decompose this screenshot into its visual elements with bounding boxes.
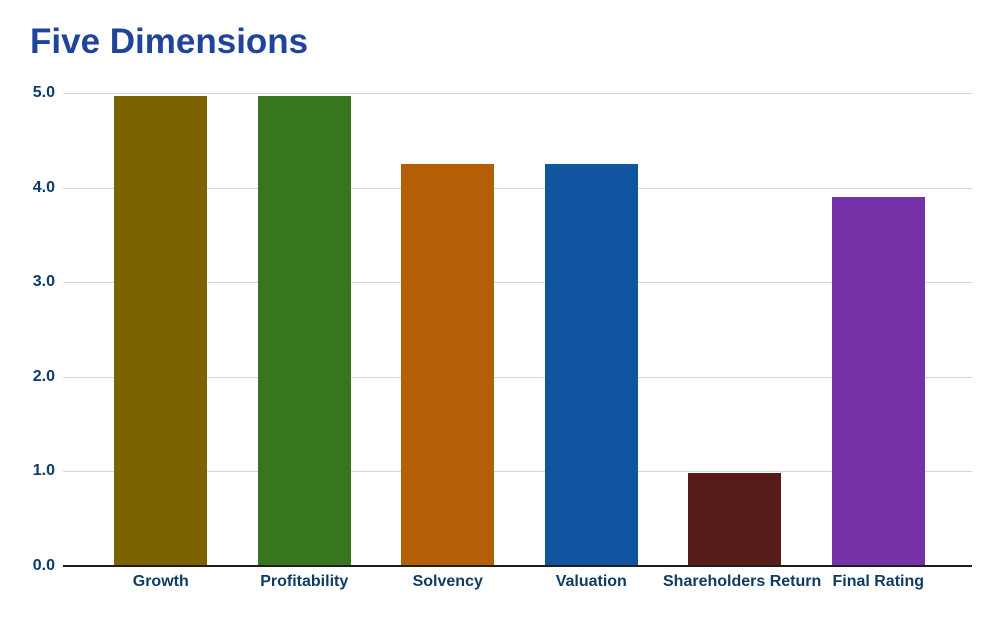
y-tick-label: 2.0 (32, 367, 55, 385)
x-category-label: Shareholders Return (663, 573, 822, 590)
plot-area: Growth Profitability Solvency Valuation Shar… (33, 84, 972, 590)
x-category-label: Growth (132, 573, 189, 590)
gridline (63, 93, 972, 94)
x-category-label: Solvency (412, 573, 483, 590)
bar-column (89, 93, 233, 566)
gridline (63, 187, 972, 189)
gridline (63, 376, 972, 378)
bar-final-rating (831, 197, 925, 566)
y-tick-label: 4.0 (32, 178, 55, 196)
x-category-label: Valuation (555, 573, 627, 590)
chart-title: Five Dimensions (30, 22, 309, 61)
bar-column (663, 93, 807, 566)
category-labels-row: Growth Profitability Solvency Valuation Shar… (89, 573, 950, 591)
bar-column (520, 93, 664, 566)
bar-profitability (257, 95, 351, 566)
bar-growth (114, 95, 208, 566)
x-category-label: Profitability (260, 573, 349, 590)
bar-solvency (401, 163, 495, 566)
x-axis-line (63, 565, 972, 567)
y-tick-label: 1.0 (32, 462, 55, 480)
y-tick-label: 5.0 (32, 84, 55, 101)
bar-column (233, 93, 377, 566)
y-tick-label: 0.0 (32, 557, 55, 574)
bar-shareholders-return (688, 473, 782, 566)
gridline (63, 471, 972, 473)
bar-column (376, 93, 520, 566)
x-category-label: Final Rating (832, 573, 925, 590)
bar-valuation (544, 163, 638, 566)
gridline (63, 282, 972, 284)
bar-column (807, 93, 951, 566)
y-tick-label: 3.0 (32, 273, 55, 291)
bars-row (89, 93, 950, 566)
